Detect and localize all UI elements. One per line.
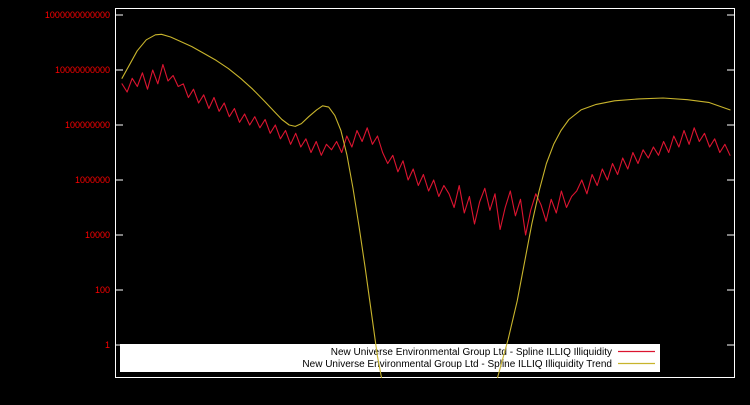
series-layer bbox=[121, 33, 731, 378]
trend-line bbox=[121, 33, 731, 378]
legend-label-illiq: New Universe Environmental Group Ltd - S… bbox=[331, 347, 612, 358]
legend-box bbox=[120, 344, 660, 372]
plot-frame bbox=[115, 8, 735, 378]
y-tick-label: 1000000000000 bbox=[45, 10, 110, 20]
y-tick-label: 10000 bbox=[85, 230, 110, 240]
legend-label-trend: New Universe Environmental Group Ltd - S… bbox=[302, 359, 612, 370]
legend: New Universe Environmental Group Ltd - S… bbox=[120, 344, 660, 372]
y-tick-label: 1000000 bbox=[75, 175, 110, 185]
y-tick-label: 100000000 bbox=[65, 120, 110, 130]
y-tick-label: 100 bbox=[95, 285, 110, 295]
y-axis: 1 100 10000 1000000 100000000 10000000000 1000… bbox=[45, 10, 735, 350]
illiq-line bbox=[121, 63, 731, 236]
y-tick-label: 1 bbox=[105, 340, 110, 350]
y-tick-label: 10000000000 bbox=[55, 65, 110, 75]
